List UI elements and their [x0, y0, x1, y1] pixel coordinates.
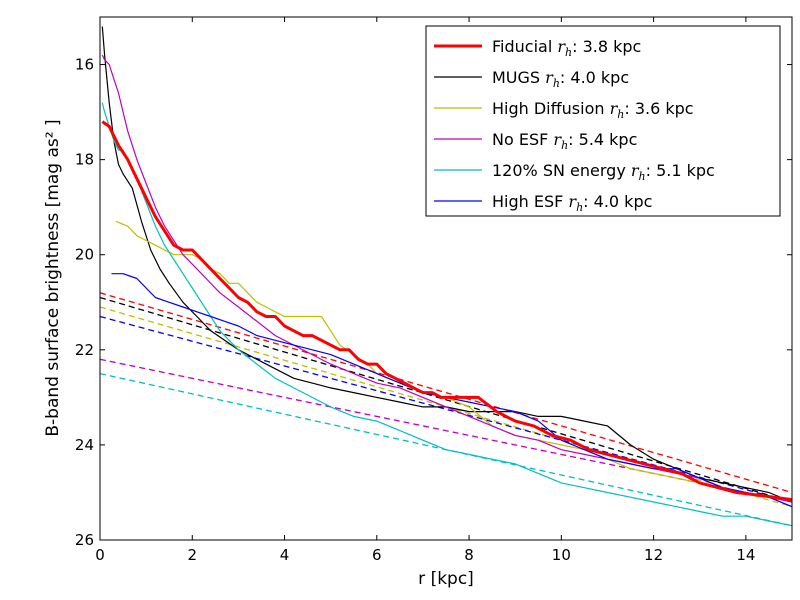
y-tick-label: 20	[75, 246, 94, 264]
series-line-1	[101, 26, 792, 503]
profile-lines	[101, 26, 792, 527]
fit-line-0	[100, 292, 792, 494]
legend-label: No ESF rh: 5.4 kpc	[492, 130, 637, 152]
x-tick-label: 4	[280, 546, 290, 564]
plot-frame	[99, 16, 793, 541]
y-axis-label: B-band surface brightness [mag as² ]	[43, 119, 63, 436]
fit-line-5	[100, 315, 792, 503]
series-line-0	[101, 120, 792, 502]
legend: Fiducial rh: 3.8 kpc MUGS rh: 4.0 kpc High…	[425, 25, 781, 217]
legend-label: Fiducial rh: 3.8 kpc	[492, 37, 641, 59]
legend-entry: MUGS rh: 4.0 kpc	[434, 68, 629, 90]
y-tick-label: 18	[75, 151, 94, 169]
y-tick-label: 24	[75, 436, 94, 454]
y-tick-label: 16	[75, 56, 94, 74]
x-tick-label: 14	[736, 546, 755, 564]
x-axis-label: r [kpc]	[418, 569, 474, 589]
x-tick-label: 8	[464, 546, 474, 564]
legend-label: High ESF rh: 4.0 kpc	[492, 192, 652, 214]
legend-label: 120% SN energy rh: 5.1 kpc	[492, 161, 715, 183]
legend-entry: Fiducial rh: 3.8 kpc	[434, 37, 641, 59]
x-tick-label: 2	[187, 546, 197, 564]
legend-box	[425, 25, 781, 217]
legend-label: High Diffusion rh: 3.6 kpc	[492, 99, 694, 121]
legend-entry: 120% SN energy rh: 5.1 kpc	[434, 161, 715, 183]
x-tick-label: 10	[552, 546, 571, 564]
y-tick-label: 26	[75, 531, 94, 549]
legend-entry: High ESF rh: 4.0 kpc	[434, 192, 652, 214]
x-tick-label: 0	[95, 546, 105, 564]
x-tick-label: 12	[644, 546, 663, 564]
fit-line-1	[100, 296, 792, 503]
legend-label: MUGS rh: 4.0 kpc	[492, 68, 629, 90]
fit-line-3	[100, 358, 792, 503]
y-tick-label: 22	[75, 341, 94, 359]
legend-entry: High Diffusion rh: 3.6 kpc	[434, 99, 694, 121]
series-line-2	[115, 220, 792, 508]
legend-entry: No ESF rh: 5.4 kpc	[434, 130, 637, 152]
x-tick-label: 6	[372, 546, 382, 564]
fit-lines	[100, 292, 792, 527]
